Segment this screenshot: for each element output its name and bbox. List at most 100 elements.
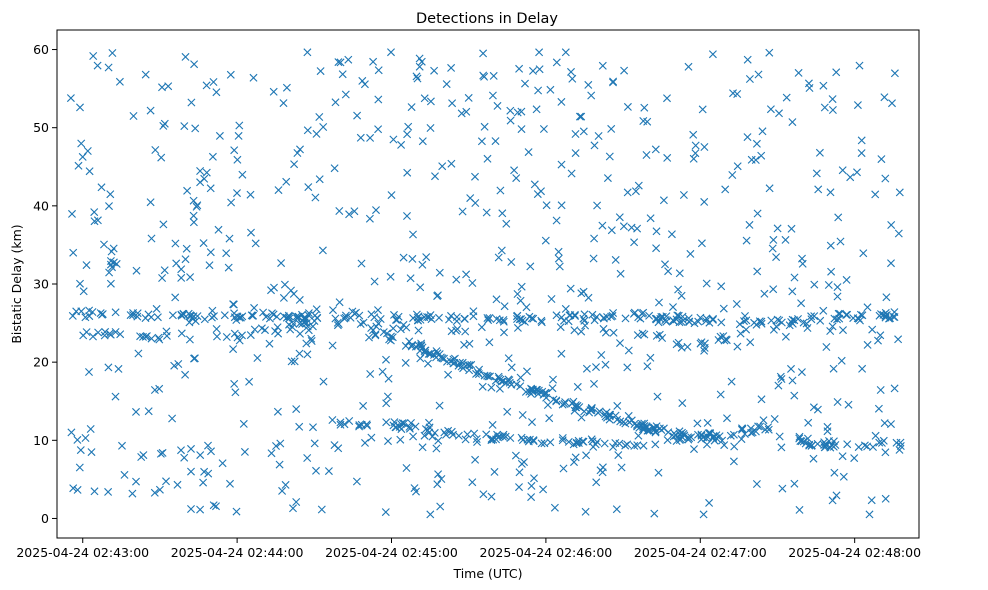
- data-point: [405, 424, 414, 433]
- data-point: [517, 459, 526, 468]
- data-point: [355, 311, 364, 320]
- data-point: [837, 356, 846, 365]
- data-point: [827, 267, 836, 276]
- data-point: [549, 375, 557, 384]
- data-point: [209, 78, 218, 86]
- data-point: [788, 376, 797, 385]
- data-point: [597, 351, 606, 359]
- data-point: [104, 63, 113, 72]
- data-point: [513, 290, 522, 298]
- data-point: [609, 309, 618, 317]
- data-point: [279, 99, 288, 108]
- data-point: [382, 399, 391, 408]
- data-point: [588, 310, 597, 319]
- data-point: [877, 438, 886, 447]
- data-point: [759, 416, 768, 425]
- data-point: [592, 478, 601, 487]
- data-point: [319, 377, 328, 386]
- data-point: [487, 436, 496, 445]
- data-point: [396, 435, 405, 444]
- data-point: [863, 442, 872, 451]
- data-point: [813, 439, 822, 448]
- data-point: [382, 355, 390, 364]
- data-point: [171, 239, 180, 248]
- data-point: [353, 111, 362, 120]
- data-point: [706, 429, 715, 438]
- data-point: [585, 408, 594, 417]
- data-point: [881, 313, 890, 322]
- data-point: [700, 143, 709, 151]
- data-point: [168, 311, 177, 320]
- data-point: [213, 332, 221, 341]
- data-point: [587, 435, 596, 444]
- data-point: [499, 316, 508, 324]
- data-point: [310, 317, 319, 325]
- data-point: [397, 140, 406, 149]
- data-point: [809, 454, 818, 463]
- data-point: [365, 333, 373, 342]
- data-point: [717, 282, 726, 291]
- data-point: [661, 260, 669, 269]
- data-point: [365, 214, 374, 223]
- data-point: [430, 66, 439, 75]
- data-point: [601, 360, 610, 369]
- data-point: [292, 312, 301, 321]
- data-point: [490, 467, 499, 476]
- data-point: [787, 364, 795, 373]
- data-point: [416, 283, 425, 292]
- data-point: [593, 201, 602, 210]
- data-point: [835, 314, 844, 323]
- data-point: [189, 196, 198, 205]
- data-point: [371, 331, 380, 340]
- data-point: [700, 197, 709, 206]
- data-point: [86, 425, 95, 433]
- data-point: [208, 152, 217, 161]
- data-point: [500, 328, 508, 337]
- data-point: [89, 52, 98, 60]
- data-point: [700, 339, 709, 348]
- data-point: [550, 503, 559, 512]
- data-point: [822, 440, 830, 449]
- data-point: [520, 317, 529, 326]
- data-point: [675, 318, 684, 327]
- points-layer: [66, 48, 905, 519]
- data-point: [757, 319, 766, 328]
- data-point: [513, 108, 522, 117]
- data-point: [408, 341, 416, 349]
- data-point: [111, 392, 120, 401]
- data-point: [196, 505, 205, 514]
- data-point: [669, 316, 678, 325]
- data-point: [290, 160, 299, 169]
- data-point: [752, 480, 761, 488]
- data-point: [874, 404, 883, 413]
- data-point: [315, 175, 324, 184]
- data-point: [229, 345, 238, 354]
- data-point: [557, 97, 566, 106]
- data-point: [528, 386, 537, 395]
- data-point: [82, 261, 91, 270]
- data-point: [170, 361, 179, 370]
- data-point: [78, 152, 87, 161]
- data-point: [272, 312, 281, 321]
- data-point: [567, 67, 575, 76]
- data-point: [471, 455, 480, 464]
- data-point: [621, 441, 630, 450]
- data-point: [461, 435, 470, 444]
- data-point: [539, 485, 548, 494]
- data-point: [880, 419, 889, 428]
- data-point: [462, 107, 471, 116]
- data-point: [159, 220, 168, 229]
- data-point: [273, 407, 282, 416]
- data-point: [205, 261, 214, 270]
- data-point: [894, 335, 903, 344]
- data-point: [160, 266, 169, 275]
- data-point: [690, 319, 699, 328]
- data-point: [742, 236, 751, 245]
- data-point: [471, 172, 479, 181]
- data-point: [247, 228, 255, 237]
- data-point: [605, 152, 614, 161]
- data-point: [896, 442, 905, 450]
- data-point: [478, 382, 487, 391]
- data-point: [238, 170, 247, 179]
- data-point: [139, 332, 147, 341]
